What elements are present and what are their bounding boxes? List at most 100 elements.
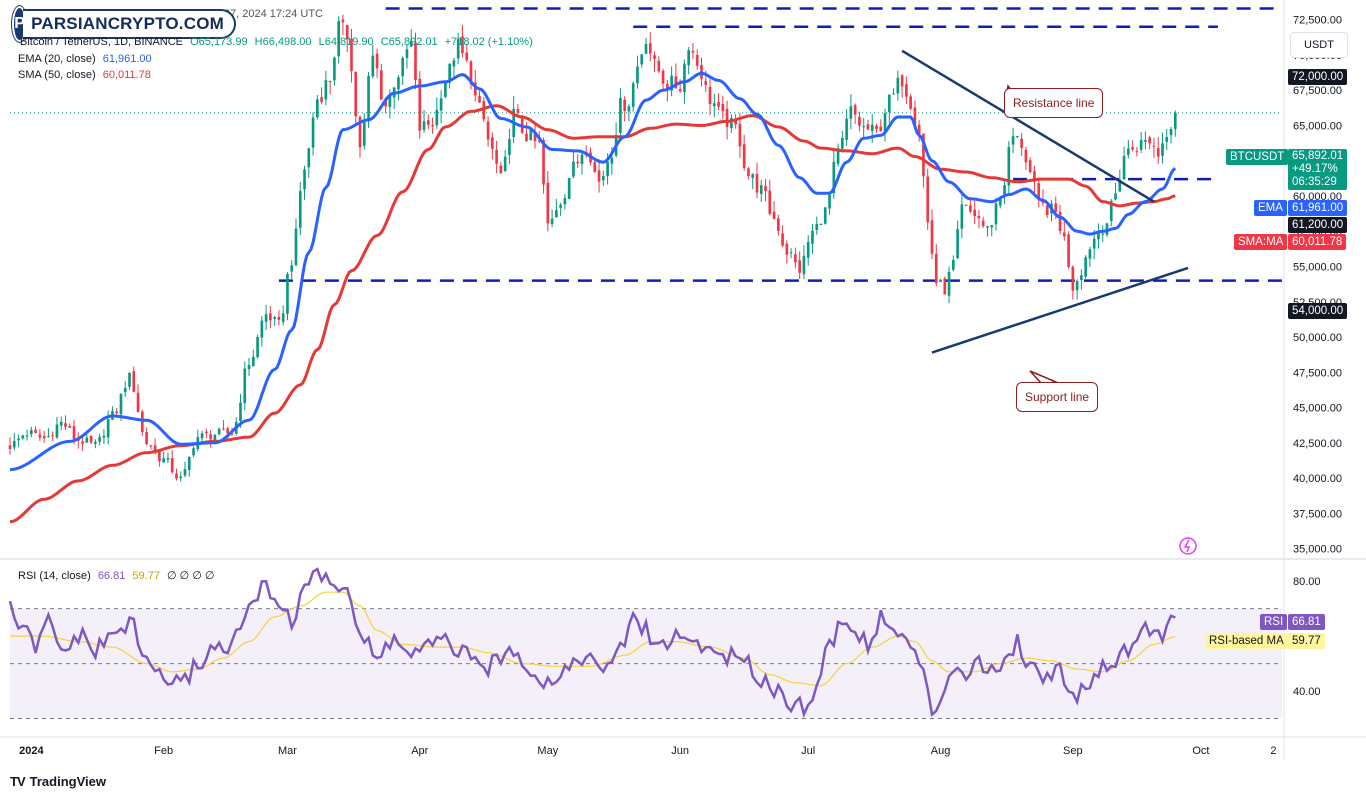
candle-body (798, 260, 801, 273)
resistance-line-label[interactable]: Resistance line (1004, 88, 1104, 118)
candle-body (1024, 149, 1028, 163)
candle-body (981, 220, 985, 227)
candle-body (832, 161, 836, 194)
sma-name-tag: SMA:MA (1234, 234, 1288, 250)
candle-body (397, 77, 400, 90)
candle-body (1144, 140, 1147, 142)
candle-body (418, 78, 422, 131)
candle-body (140, 411, 144, 432)
price-tick-label: 45,000.00 (1293, 403, 1342, 415)
candle-body (1114, 193, 1117, 200)
price-tick-label: 35,000.00 (1293, 544, 1342, 556)
candle-body (217, 428, 221, 435)
candle-body (529, 129, 533, 141)
candle-body (952, 259, 955, 270)
candle-body (456, 39, 460, 59)
candle-body (648, 43, 652, 54)
candle-body (1173, 112, 1177, 129)
last-price-tag: 65,892.01 +49.17% 06:35:29 (1288, 149, 1348, 190)
candle-body (136, 392, 140, 413)
candle-body (222, 428, 225, 430)
candle-body (960, 204, 964, 229)
candle-body (158, 450, 161, 462)
candle-body (994, 203, 998, 225)
candle-body (1084, 257, 1087, 277)
candle-body (426, 120, 430, 125)
candle-body (362, 119, 366, 146)
candle-body (324, 80, 328, 100)
ohlc-legend[interactable]: Bitcoin / TetherUS, 1D, BINANCE O65,173.… (20, 36, 537, 48)
candle-body (247, 364, 251, 370)
candle-body (742, 144, 746, 168)
candle-body (55, 424, 59, 438)
candle-body (870, 124, 874, 131)
candle-body (119, 393, 123, 415)
candle-body (162, 458, 165, 463)
currency-selector[interactable]: USDT (1290, 32, 1348, 58)
candle-body (977, 216, 981, 219)
candle-body (627, 106, 631, 112)
candle-body (917, 124, 921, 136)
candle-body (934, 253, 938, 284)
candle-body (738, 124, 742, 147)
candle-body (640, 54, 644, 65)
ema-legend[interactable]: EMA (20, close) 61,961.00 (18, 53, 156, 65)
candle-body (772, 211, 776, 219)
rsi-legend[interactable]: RSI (14, close) 66.81 59.77 ∅ ∅ ∅ ∅ (18, 569, 219, 582)
candle-body (683, 63, 686, 93)
candle-body (687, 50, 691, 66)
candle-body (866, 124, 870, 130)
candle-body (947, 271, 951, 296)
symbol-name[interactable]: Bitcoin / TetherUS, 1D, BINANCE (20, 36, 184, 48)
candle-body (712, 103, 716, 107)
candle-body (341, 19, 345, 23)
candle-body (486, 121, 490, 140)
tradingview-logo[interactable]: TV TradingView (10, 774, 106, 789)
level-72000-tag: 72,000.00 (1288, 69, 1348, 85)
candle-body (717, 101, 720, 107)
ema-value-tag: 61,961.00 (1288, 200, 1348, 216)
candle-body (1122, 156, 1126, 180)
candle-body (1075, 281, 1079, 291)
candle-body (94, 441, 97, 444)
candle-body (580, 154, 584, 165)
candle-body (998, 197, 1002, 206)
candle-body (350, 38, 353, 72)
candle-body (546, 182, 550, 224)
time-tick-label: Apr (411, 745, 428, 757)
candle-body (503, 156, 507, 171)
candle-body (149, 445, 153, 447)
candle-body (836, 148, 840, 164)
rsi-ma-value-tag: 59.77 (1288, 633, 1325, 649)
candle-body (956, 229, 959, 259)
candle-body (1169, 129, 1173, 136)
candle-body (375, 53, 379, 69)
candle-body (823, 207, 827, 224)
support-line-label[interactable]: Support line (1016, 382, 1099, 412)
rsi-ma-name-tag: RSI-based MA (1205, 633, 1288, 649)
candle-body (755, 174, 759, 193)
candle-body (68, 425, 72, 428)
candle-body (819, 224, 823, 226)
candle-body (550, 218, 554, 225)
candle-body (21, 435, 25, 439)
price-tick-label: 37,500.00 (1293, 508, 1342, 520)
candle-body (555, 210, 558, 218)
candle-body (102, 435, 106, 438)
price-tick-label: 50,000.00 (1293, 332, 1342, 344)
level-54000-tag: 54,000.00 (1288, 303, 1348, 319)
candle-body (789, 252, 793, 254)
candle-body (123, 387, 127, 393)
candle-body (8, 445, 12, 450)
candle-body (367, 75, 370, 119)
time-tick-label: Mar (278, 745, 297, 757)
countdown: 06:35:29 (1292, 176, 1337, 188)
sma-legend[interactable]: SMA (50, close) 60,011.78 (18, 69, 155, 81)
candle-body (1101, 233, 1105, 235)
candle-body (875, 125, 878, 129)
candle-body (239, 402, 242, 421)
candle-body (721, 103, 725, 112)
candle-body (781, 233, 784, 246)
candle-body (448, 63, 451, 83)
